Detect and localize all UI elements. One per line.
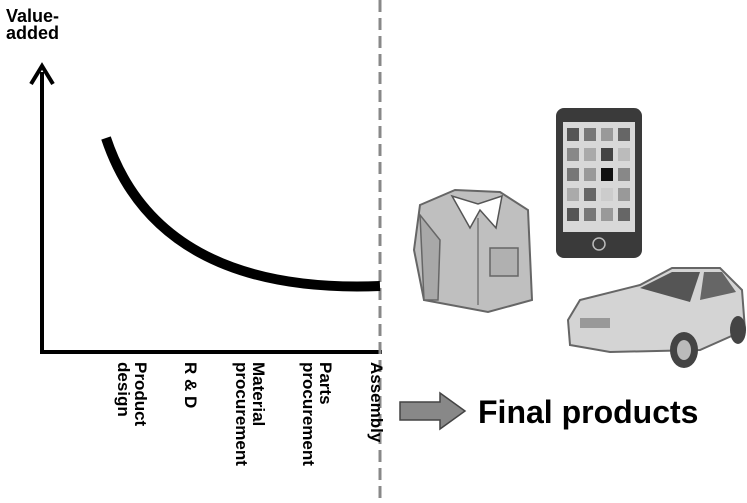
car-icon xyxy=(568,268,746,368)
app-tile xyxy=(618,208,630,221)
output-label: Final products xyxy=(478,394,698,430)
app-tile xyxy=(567,128,579,141)
diagram: Final products Value-addedProductdesignR… xyxy=(0,0,747,503)
shirt-icon xyxy=(414,190,532,312)
stage-label: Productdesign xyxy=(114,362,150,427)
app-tile xyxy=(584,148,596,161)
app-tile xyxy=(567,208,579,221)
app-tile xyxy=(601,208,613,221)
stage-label-line: procurement xyxy=(299,362,318,466)
stage-label: R & D xyxy=(181,362,200,408)
app-tile xyxy=(618,168,630,181)
value-curve xyxy=(106,138,380,286)
app-tile xyxy=(584,188,596,201)
output-arrow xyxy=(400,393,465,429)
stage-label-line: design xyxy=(114,362,133,417)
app-tile xyxy=(584,128,596,141)
stage-label: Materialprocurement xyxy=(232,362,268,466)
app-tile xyxy=(618,188,630,201)
app-tile xyxy=(601,128,613,141)
app-tile xyxy=(567,188,579,201)
app-tile xyxy=(601,188,613,201)
app-tile xyxy=(584,208,596,221)
app-tile xyxy=(601,148,613,161)
phone-icon xyxy=(556,108,642,258)
app-tile xyxy=(618,148,630,161)
stage-label: Partsprocurement xyxy=(299,362,335,466)
app-tile xyxy=(601,168,613,181)
y-axis-label: added xyxy=(6,23,59,43)
app-tile xyxy=(567,148,579,161)
app-tile xyxy=(584,168,596,181)
stage-label-line: procurement xyxy=(232,362,251,466)
stage-label-line: Assembly xyxy=(367,362,386,443)
app-tile xyxy=(567,168,579,181)
app-tile xyxy=(618,128,630,141)
stage-label: Assembly xyxy=(367,362,386,443)
stage-label-line: R & D xyxy=(181,362,200,408)
